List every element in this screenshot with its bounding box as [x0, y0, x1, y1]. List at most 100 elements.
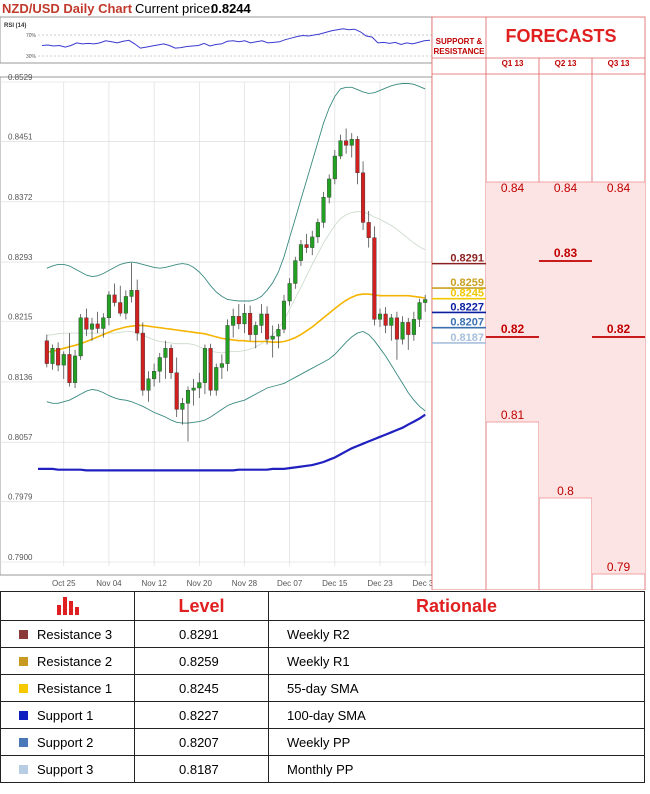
level-rationale: 55-day SMA: [268, 674, 645, 702]
sma100-line: [38, 413, 426, 472]
level-swatch: [19, 710, 28, 720]
level-swatch: [19, 737, 28, 747]
level-label-s2: 0.8207: [450, 317, 484, 329]
table-header-rationale: Rationale: [268, 591, 645, 621]
level-value: 0.8245: [134, 674, 269, 702]
candle-body: [231, 316, 236, 326]
level-name: Resistance 1: [37, 680, 113, 696]
sr-label-2: RESISTANCE: [434, 47, 486, 56]
level-value: 0.8259: [134, 647, 269, 675]
candle-body: [315, 222, 320, 238]
forecast-marker-value: 0.82: [501, 322, 525, 336]
candle-body: [423, 299, 428, 303]
candle-body: [208, 348, 213, 391]
candle-body: [248, 313, 253, 335]
level-name-cell: Resistance 3: [0, 620, 135, 648]
candle-body: [185, 390, 191, 404]
candle-body: [281, 300, 287, 330]
current-price-value: 0.8244: [211, 1, 252, 16]
x-axis-ticks: Oct 25 Nov 04 Nov 12 Nov 20 Nov 28 Dec 07 Dec …: [52, 579, 438, 588]
x-tick-label: Nov 28: [232, 579, 258, 588]
level-swatch: [19, 683, 28, 693]
candle-body: [406, 322, 411, 335]
y-tick-label: 0.7979: [8, 493, 33, 502]
forecast-top-value: 0.84: [554, 181, 578, 195]
chart-title: NZD/USD Daily Chart: [2, 1, 133, 16]
candle-body: [270, 335, 275, 340]
forecasts-title: FORECASTS: [505, 26, 616, 46]
candle-body: [73, 355, 78, 383]
y-tick-label: 0.8136: [8, 373, 33, 382]
candle-body: [417, 302, 422, 320]
current-price-label: Current price:: [135, 1, 214, 16]
level-label-r2: 0.8259: [450, 277, 484, 289]
candle-body: [78, 317, 83, 357]
level-label-s1: 0.8227: [450, 301, 484, 313]
candle-body: [157, 357, 162, 372]
candle-body: [338, 140, 343, 157]
candle-body: [321, 197, 326, 223]
candle-body: [112, 294, 117, 303]
candle-body: [411, 319, 416, 335]
candle-body: [242, 313, 247, 325]
rsi-tick-30: 30%: [26, 54, 37, 60]
forecast-bottom-value: 0.8: [557, 484, 574, 498]
rsi-tick-70: 70%: [26, 33, 37, 39]
forecast-col-header: Q3 13: [608, 59, 630, 68]
level-rationale: Monthly PP: [268, 755, 645, 783]
candle-body: [225, 325, 230, 364]
level-name-cell: Support 3: [0, 755, 135, 783]
forecast-col-header: Q2 13: [555, 59, 577, 68]
candle-body: [293, 260, 298, 284]
sma55-line: [46, 293, 426, 353]
level-value: 0.8187: [134, 755, 269, 783]
table-row: Support 2 0.8207 Weekly PP: [0, 728, 645, 756]
candle-body: [140, 332, 145, 391]
candle-body: [61, 354, 66, 366]
candle-body: [377, 313, 383, 320]
candle-body: [152, 371, 157, 380]
candle-body: [174, 372, 179, 410]
candle-body: [259, 313, 264, 326]
level-name-cell: Support 1: [0, 701, 135, 729]
forecast-range: [486, 182, 539, 422]
y-tick-label: 0.8057: [8, 433, 33, 442]
level-label-s3: 0.8187: [450, 332, 484, 344]
y-axis-ticks: 0.8529 0.8451 0.8372 0.8293 0.8215 0.8136 0.80…: [8, 73, 33, 562]
candle-body: [89, 323, 95, 330]
bollinger-upper-line: [46, 83, 426, 302]
candle-body: [389, 317, 394, 326]
forecast-marker-value: 0.82: [607, 322, 631, 336]
forecast-range: [592, 182, 645, 574]
candle-body: [202, 348, 207, 383]
candle-body: [327, 178, 332, 198]
rsi-label: RSI (14): [4, 23, 26, 29]
level-label-r3: 0.8291: [450, 253, 484, 265]
candle-body: [372, 237, 377, 320]
level-rationale: 100-day SMA: [268, 701, 645, 729]
x-tick-label: Nov 04: [96, 579, 122, 588]
level-value: 0.8207: [134, 728, 269, 756]
forecast-marker-value: 0.83: [554, 246, 578, 260]
level-name: Resistance 3: [37, 626, 113, 642]
levels-table: Level Rationale Resistance 3 0.8291 Weekly…: [0, 591, 645, 783]
rsi-line: [41, 28, 431, 49]
candle-body: [44, 340, 49, 364]
candle-body: [106, 294, 111, 319]
y-tick-label: 0.7900: [8, 553, 33, 562]
candle-body: [191, 387, 196, 391]
candle-body: [129, 290, 134, 297]
candle-body: [95, 323, 100, 329]
candle-body: [197, 382, 202, 389]
candle-body: [394, 317, 399, 340]
nzdusd-chart: NZD/USD Daily Chart Current price: 0.824…: [0, 1, 646, 590]
y-tick-label: 0.8372: [8, 193, 33, 202]
candle-body: [214, 367, 219, 391]
table-header-row: Level Rationale: [0, 591, 645, 621]
level-name: Support 1: [37, 707, 94, 723]
candle-body: [163, 348, 168, 358]
y-tick-label: 0.8529: [8, 73, 33, 82]
sr-label-1: SUPPORT &: [436, 37, 483, 46]
level-value: 0.8227: [134, 701, 269, 729]
candle-body: [355, 139, 360, 174]
